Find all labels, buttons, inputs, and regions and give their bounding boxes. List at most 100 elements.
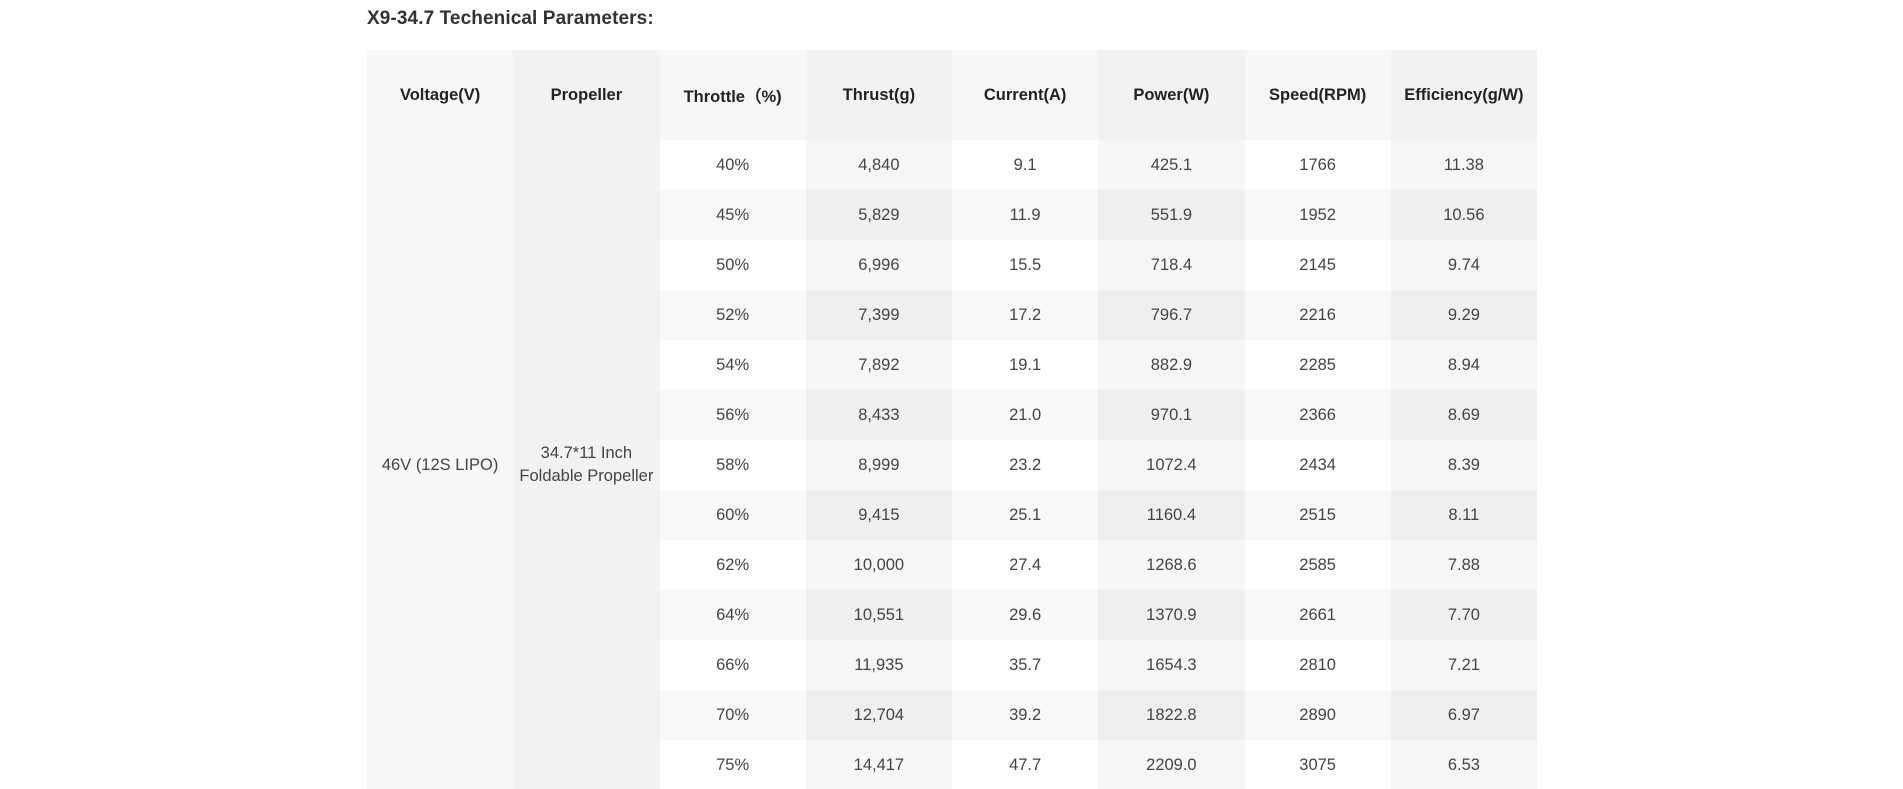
efficiency-cell: 9.74 (1390, 240, 1537, 290)
speed-cell: 2515 (1244, 490, 1391, 540)
current-cell: 25.1 (952, 490, 1099, 540)
table-row: 52% 7,399 17.2 796.7 2216 9.29 (367, 290, 1537, 340)
header-current: Current(A) (952, 50, 1099, 140)
efficiency-cell: 6.53 (1390, 740, 1537, 789)
current-cell: 39.2 (952, 690, 1099, 740)
current-cell: 15.5 (952, 240, 1099, 290)
header-speed: Speed(RPM) (1244, 50, 1391, 140)
throttle-cell: 45% (659, 190, 806, 240)
table-row: 54% 7,892 19.1 882.9 2285 8.94 (367, 340, 1537, 390)
power-cell: 2209.0 (1098, 740, 1245, 789)
speed-cell: 1766 (1244, 140, 1391, 190)
thrust-cell: 10,551 (805, 590, 952, 640)
table-row: 58% 8,999 23.2 1072.4 2434 8.39 (367, 440, 1537, 490)
thrust-cell: 12,704 (805, 690, 952, 740)
thrust-cell: 5,829 (805, 190, 952, 240)
power-cell: 1370.9 (1098, 590, 1245, 640)
power-cell: 882.9 (1098, 340, 1245, 390)
power-cell: 796.7 (1098, 290, 1245, 340)
power-cell: 718.4 (1098, 240, 1245, 290)
efficiency-cell: 7.88 (1390, 540, 1537, 590)
table-row: 60% 9,415 25.1 1160.4 2515 8.11 (367, 490, 1537, 540)
throttle-cell: 64% (659, 590, 806, 640)
throttle-cell: 66% (659, 640, 806, 690)
thrust-cell: 6,996 (805, 240, 952, 290)
efficiency-cell: 8.39 (1390, 440, 1537, 490)
table-body: 46V (12S LIPO) 34.7*11 Inch Foldable Pro… (367, 140, 1537, 789)
efficiency-cell: 10.56 (1390, 190, 1537, 240)
throttle-cell: 60% (659, 490, 806, 540)
current-cell: 35.7 (952, 640, 1099, 690)
power-cell: 970.1 (1098, 390, 1245, 440)
table-row: 66% 11,935 35.7 1654.3 2810 7.21 (367, 640, 1537, 690)
efficiency-cell: 7.21 (1390, 640, 1537, 690)
table-row: 62% 10,000 27.4 1268.6 2585 7.88 (367, 540, 1537, 590)
thrust-cell: 14,417 (805, 740, 952, 789)
speed-cell: 2585 (1244, 540, 1391, 590)
current-cell: 19.1 (952, 340, 1099, 390)
throttle-cell: 70% (659, 690, 806, 740)
table-row: 50% 6,996 15.5 718.4 2145 9.74 (367, 240, 1537, 290)
current-cell: 9.1 (952, 140, 1099, 190)
current-cell: 29.6 (952, 590, 1099, 640)
power-cell: 1822.8 (1098, 690, 1245, 740)
thrust-cell: 4,840 (805, 140, 952, 190)
power-cell: 1160.4 (1098, 490, 1245, 540)
table-row: 70% 12,704 39.2 1822.8 2890 6.97 (367, 690, 1537, 740)
throttle-cell: 52% (659, 290, 806, 340)
thrust-cell: 10,000 (805, 540, 952, 590)
voltage-value: 46V (12S LIPO) (381, 455, 499, 474)
table-row: 64% 10,551 29.6 1370.9 2661 7.70 (367, 590, 1537, 640)
throttle-cell: 75% (659, 740, 806, 789)
current-cell: 21.0 (952, 390, 1099, 440)
throttle-cell: 58% (659, 440, 806, 490)
thrust-cell: 8,999 (805, 440, 952, 490)
propeller-size: 34.7*11 Inch (540, 444, 633, 462)
efficiency-cell: 6.97 (1390, 690, 1537, 740)
thrust-cell: 11,935 (805, 640, 952, 690)
speed-cell: 2434 (1244, 440, 1391, 490)
header-power: Power(W) (1098, 50, 1245, 140)
current-cell: 23.2 (952, 440, 1099, 490)
current-cell: 27.4 (952, 540, 1099, 590)
speed-cell: 1952 (1244, 190, 1391, 240)
thrust-cell: 9,415 (805, 490, 952, 540)
throttle-cell: 56% (659, 390, 806, 440)
throttle-cell: 62% (659, 540, 806, 590)
thrust-cell: 7,892 (805, 340, 952, 390)
header-efficiency: Efficiency(g/W) (1390, 50, 1537, 140)
efficiency-cell: 11.38 (1390, 140, 1537, 190)
speed-cell: 2661 (1244, 590, 1391, 640)
table-header: Voltage(V) Propeller Throttle（%) Thrust(… (367, 50, 1537, 140)
table-row: 45% 5,829 11.9 551.9 1952 10.56 (367, 190, 1537, 240)
speed-cell: 2366 (1244, 390, 1391, 440)
propeller-type: Foldable Propeller (519, 467, 654, 485)
header-throttle: Throttle（%) (659, 50, 806, 140)
thrust-cell: 7,399 (805, 290, 952, 340)
table-row: 56% 8,433 21.0 970.1 2366 8.69 (367, 390, 1537, 440)
speed-cell: 2216 (1244, 290, 1391, 340)
current-cell: 17.2 (952, 290, 1099, 340)
parameters-table: Voltage(V) Propeller Throttle（%) Thrust(… (367, 50, 1537, 789)
speed-cell: 2285 (1244, 340, 1391, 390)
power-cell: 1072.4 (1098, 440, 1245, 490)
throttle-cell: 40% (659, 140, 806, 190)
throttle-cell: 54% (659, 340, 806, 390)
header-propeller: Propeller (513, 50, 660, 140)
power-cell: 1654.3 (1098, 640, 1245, 690)
efficiency-cell: 8.69 (1390, 390, 1537, 440)
efficiency-cell: 8.94 (1390, 340, 1537, 390)
efficiency-cell: 9.29 (1390, 290, 1537, 340)
header-voltage: Voltage(V) (367, 50, 514, 140)
header-row: Voltage(V) Propeller Throttle（%) Thrust(… (367, 50, 1537, 140)
current-cell: 47.7 (952, 740, 1099, 789)
section-title: X9-34.7 Techenical Parameters: (367, 8, 654, 29)
efficiency-cell: 8.11 (1390, 490, 1537, 540)
current-cell: 11.9 (952, 190, 1099, 240)
power-cell: 551.9 (1098, 190, 1245, 240)
speed-cell: 2890 (1244, 690, 1391, 740)
speed-cell: 2810 (1244, 640, 1391, 690)
propeller-cell: 34.7*11 Inch Foldable Propeller (513, 140, 660, 789)
voltage-cell: 46V (12S LIPO) (367, 140, 514, 789)
